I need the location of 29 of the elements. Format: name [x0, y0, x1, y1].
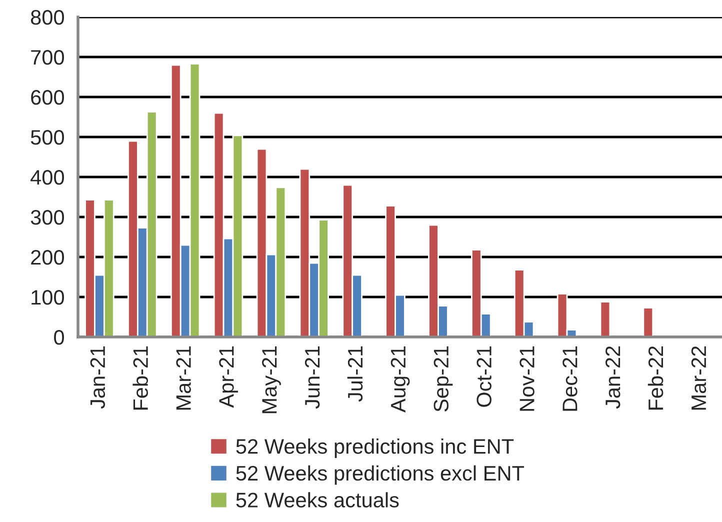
x-tick-label: Mar-22 — [691, 346, 706, 410]
x-tick-label: Jun-21 — [304, 346, 320, 409]
y-tick-label: 600 — [31, 90, 64, 105]
x-tick-label: Feb-21 — [132, 346, 148, 410]
x-tick-label: Aug-21 — [390, 346, 410, 412]
bar — [600, 301, 611, 337]
x-tick-label: Sep-21 — [434, 346, 453, 412]
x-tick-label: Mar-21 — [176, 346, 191, 410]
y-tick-label: 200 — [31, 250, 64, 265]
y-tick-label: 500 — [30, 130, 64, 145]
x-tick-label: Feb-22 — [648, 346, 664, 410]
x-tick-label: Jan-21 — [90, 346, 106, 409]
legend-label: 52 Weeks predictions excl ENT — [236, 465, 524, 485]
legend-label: 52 Weeks predictions inc ENT — [236, 438, 514, 458]
bar — [642, 307, 654, 337]
x-tick-label: Dec-21 — [562, 346, 578, 411]
x-tick-label: Jan-22 — [606, 346, 620, 409]
y-tick-label: 700 — [31, 50, 64, 65]
x-tick-label: Nov-21 — [520, 346, 534, 411]
y-tick-label: 400 — [30, 170, 64, 185]
y-tick-label: 800 — [30, 10, 64, 25]
x-tick-label: Oct-21 — [476, 346, 492, 407]
y-tick-label: 0 — [54, 330, 64, 345]
legend-label: 52 Weeks actuals — [236, 492, 399, 508]
y-tick-label: 100 — [32, 290, 64, 305]
x-tick-label: Apr-21 — [219, 346, 238, 408]
x-tick-label: May-21 — [262, 346, 281, 414]
y-tick-label: 300 — [30, 210, 64, 225]
x-tick-label: Jul-21 — [347, 346, 363, 402]
